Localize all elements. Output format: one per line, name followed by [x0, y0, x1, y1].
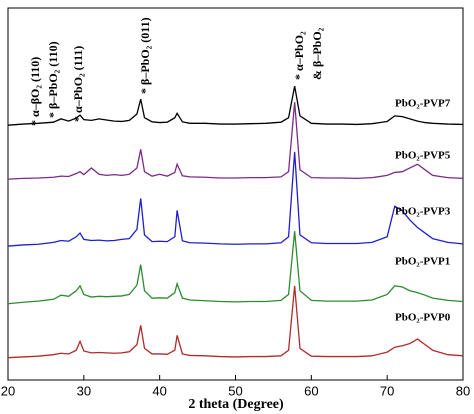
peak-annotation: * β–PbO₂ (011)	[138, 17, 152, 94]
x-tick-label: 20	[1, 383, 15, 398]
xrd-line	[7, 151, 464, 247]
xrd-line	[7, 85, 464, 126]
series-label: PbO₂-PVP0	[395, 312, 451, 324]
peak-annotation: * α–PbO₂ (111)	[71, 46, 85, 122]
xrd-line	[7, 285, 464, 359]
xrd-line	[7, 231, 464, 305]
series-label: PbO₂-PVP3	[395, 206, 451, 218]
x-tick-label: 70	[380, 383, 394, 398]
peak-annotation: * β–PbO₂ (110)	[46, 41, 60, 118]
x-axis-label: 2 theta (Degree)	[188, 397, 284, 412]
peak-annotation: * α–PbO₂	[292, 31, 306, 80]
series-label: PbO₂-PVP5	[395, 150, 451, 162]
xrd-line	[7, 102, 464, 180]
peak-annotation: & β–PbO₂	[310, 27, 324, 80]
x-tick-label: 30	[77, 383, 91, 398]
x-tick-label: 50	[228, 383, 242, 398]
x-tick-label: 80	[456, 383, 470, 398]
x-tick-label: 60	[304, 383, 318, 398]
x-tick-label: 40	[152, 383, 166, 398]
peak-annotation: * α–βO₂ (110)	[28, 57, 42, 126]
series-label: PbO₂-PVP7	[395, 98, 451, 110]
series-label: PbO₂-PVP1	[395, 256, 450, 268]
